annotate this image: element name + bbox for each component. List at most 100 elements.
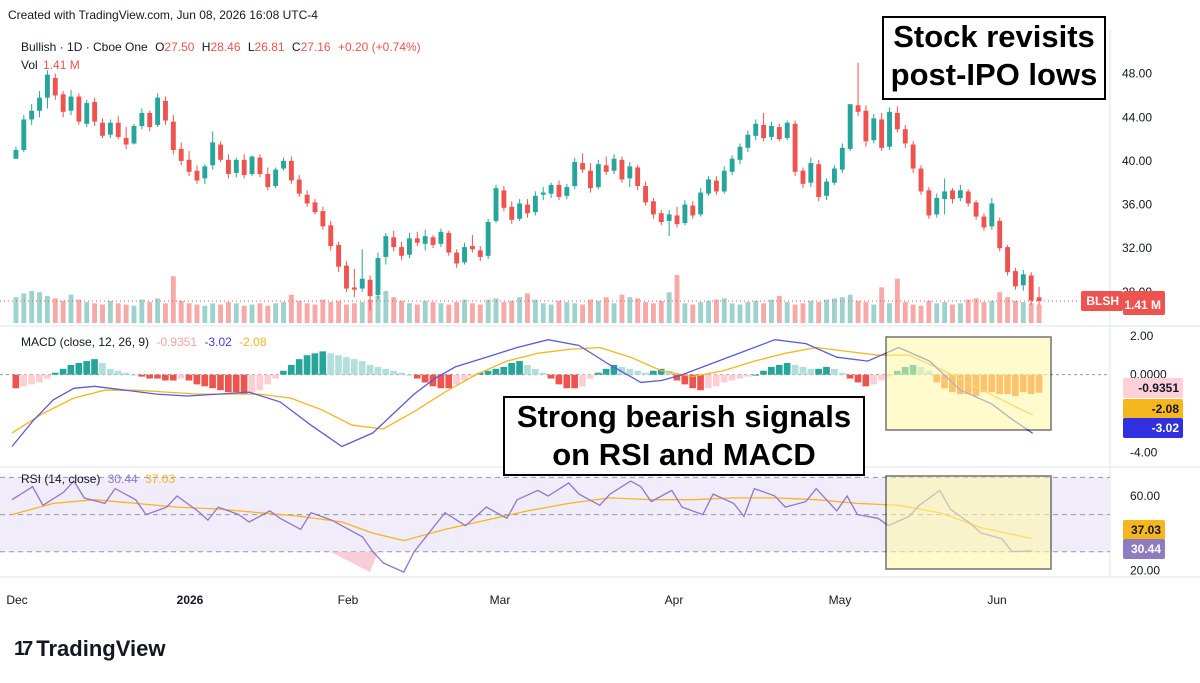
candle-body <box>894 112 900 130</box>
volume-bar <box>147 302 153 323</box>
time-tick-label: Feb <box>338 593 359 607</box>
candle-body <box>139 112 145 126</box>
macd-histogram-bar <box>36 374 43 383</box>
candle-body <box>650 201 656 215</box>
volume-bar <box>194 304 200 323</box>
candle-body <box>155 97 161 125</box>
macd-histogram-bar <box>232 374 240 393</box>
candle-body <box>359 278 365 289</box>
volume-bar <box>595 300 601 323</box>
volume-bar <box>407 303 412 323</box>
candle-body <box>273 169 279 186</box>
macd-histogram-bar <box>217 374 224 391</box>
candle-body <box>257 157 263 174</box>
volume-bar <box>603 297 609 323</box>
macd-title[interactable]: MACD (close, 12, 26, 9) <box>21 335 150 349</box>
volume-bar <box>871 304 877 323</box>
macd-histogram-bar <box>815 368 822 375</box>
macd-line-badge-bg <box>1123 418 1183 438</box>
volume-bar <box>525 293 530 323</box>
volume-bar <box>800 303 806 323</box>
macd-histogram-bar <box>350 359 358 375</box>
macd-histogram-bar <box>358 361 366 375</box>
candle-body <box>13 150 19 159</box>
macd-histogram-bar <box>83 361 91 375</box>
macd-histogram-bar <box>28 374 35 385</box>
macd-histogram-bar <box>20 374 28 387</box>
rsi-badge: 30.44 <box>1123 539 1165 559</box>
macd-histogram-bar <box>280 370 287 375</box>
volume-bar <box>76 299 82 323</box>
volume-bar <box>776 295 782 323</box>
macd-signal-badge-text: -2.08 <box>1152 402 1180 416</box>
candle-body <box>265 174 271 188</box>
macd-histogram-bar <box>775 364 783 375</box>
rsi-title[interactable]: RSI (14, close) <box>21 472 101 486</box>
macd-histogram-bar <box>75 363 83 375</box>
volume-bar <box>855 300 861 323</box>
macd-histogram-bar <box>539 372 547 375</box>
volume-bar <box>344 304 349 323</box>
tradingview-logo-icon: 17 <box>14 637 33 660</box>
rsi-oversold-fill <box>330 551 378 573</box>
macd-histogram-bar <box>311 353 319 375</box>
macd-histogram-bar <box>618 366 626 375</box>
candle-body <box>721 170 727 192</box>
macd-histogram-bar <box>264 374 272 385</box>
candle-body <box>973 202 979 217</box>
candle-body <box>454 252 460 264</box>
candle-body <box>682 204 688 224</box>
macd-histogram-bar <box>67 364 75 375</box>
candle-body <box>619 159 625 180</box>
macd-histogram-bar <box>673 374 681 381</box>
price-badges: BLSH27.161.41 M-0.9351-2.08-3.0237.0330.… <box>1081 290 1183 559</box>
candle-body <box>879 119 885 148</box>
volume-bar <box>233 303 239 323</box>
candle-body <box>438 231 444 244</box>
volume-bar <box>249 304 255 323</box>
volume-bar <box>375 295 381 323</box>
volume-bar <box>312 304 318 323</box>
volume-bar <box>816 302 822 323</box>
ticker-badge: BLSH <box>1081 290 1123 311</box>
symbol-label[interactable]: Bullish · 1D · Cboe One <box>21 40 148 54</box>
candle-body <box>194 170 200 181</box>
candle-body <box>769 126 774 137</box>
candle-body <box>241 159 247 176</box>
volume-bar <box>965 299 971 323</box>
macd-histogram-bar <box>209 374 216 389</box>
volume-bar <box>359 302 365 323</box>
volume-bar <box>446 304 452 323</box>
volume-bar <box>52 298 58 323</box>
candle-body <box>784 122 790 138</box>
macd-histogram-bar <box>476 372 484 375</box>
volume-bar <box>170 276 176 323</box>
macd-histogram-bar <box>114 370 122 375</box>
candle-body <box>863 110 869 142</box>
tradingview-logo[interactable]: 17 TradingView <box>14 636 165 662</box>
volume-bar <box>265 305 271 323</box>
macd-histogram-bar <box>870 374 878 385</box>
volume-bar <box>115 303 121 323</box>
candle-body <box>328 225 334 246</box>
macd-histogram-bar <box>760 370 767 375</box>
time-tick-label: 2026 <box>177 593 204 607</box>
candle-body <box>100 122 105 136</box>
macd-histogram-bar <box>91 359 98 375</box>
macd-legend: MACD (close, 12, 26, 9) -0.9351 -3.02 -2… <box>21 335 271 349</box>
candle-body <box>957 190 963 198</box>
callout-mid-line1: Strong bearish signals <box>516 399 852 434</box>
macd-histogram-bar <box>531 368 539 375</box>
volume-bar <box>139 299 145 323</box>
macd-histogram-bar <box>406 374 413 376</box>
rsi-tick-label: 60.00 <box>1130 489 1160 503</box>
macd-histogram-bar <box>649 370 657 375</box>
volume-bar <box>469 303 475 323</box>
price-tick-label: 36.00 <box>1122 198 1152 212</box>
macd-signal-value: -2.08 <box>239 335 267 349</box>
macd-histogram-bar <box>705 374 712 389</box>
candle-body <box>52 78 58 96</box>
rsi-ma-value: 37.03 <box>145 472 176 486</box>
candle-body <box>37 97 42 111</box>
macd-hist-value: -0.9351 <box>156 335 198 349</box>
